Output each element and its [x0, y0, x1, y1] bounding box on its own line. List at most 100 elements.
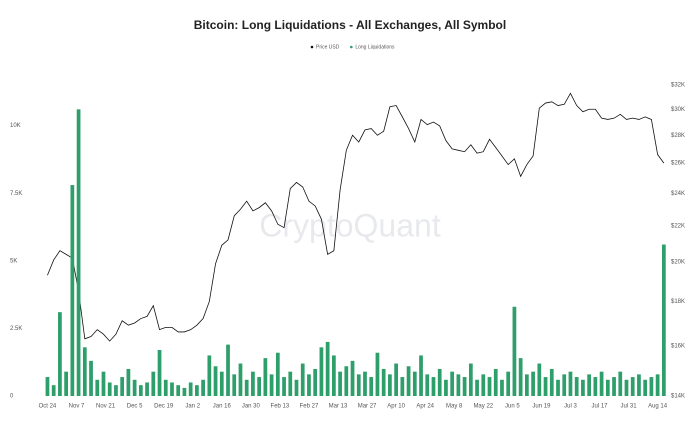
bar — [363, 371, 367, 396]
bar — [82, 347, 87, 396]
bar — [263, 358, 268, 396]
bar — [419, 355, 423, 396]
bar — [126, 368, 131, 396]
bar — [338, 371, 342, 396]
x-tick-label: Dec 19 — [154, 404, 174, 410]
x-tick-label: Mar 27 — [358, 404, 377, 410]
bar — [188, 382, 193, 396]
bar — [288, 371, 293, 396]
bar — [251, 371, 255, 396]
bar — [51, 385, 56, 396]
legend-swatch — [310, 45, 314, 49]
x-tick-label: Apr 24 — [416, 404, 434, 410]
bar — [356, 374, 361, 396]
bar — [581, 379, 585, 396]
x-tick-label: Oct 24 — [39, 404, 57, 410]
bar — [487, 377, 492, 396]
x-tick-label: Jan 30 — [242, 404, 261, 410]
chart-title: Bitcoin: Long Liquidations - All Exchang… — [194, 18, 506, 32]
bar — [525, 374, 529, 396]
bar — [637, 374, 641, 396]
bar — [138, 385, 143, 396]
y2-tick-label: $30K — [671, 107, 685, 113]
y-tick-label: 7.5K — [10, 191, 22, 197]
bar — [412, 371, 417, 396]
bar — [232, 374, 237, 396]
bar — [493, 368, 498, 396]
bar — [95, 379, 100, 396]
bar — [132, 379, 137, 396]
x-tick-label: Jul 3 — [564, 404, 577, 410]
bar — [562, 374, 567, 396]
bar — [574, 377, 579, 396]
bar — [294, 379, 299, 396]
bar — [593, 377, 598, 396]
bar — [344, 366, 349, 396]
bar — [618, 371, 623, 396]
bar — [213, 366, 218, 396]
bar — [381, 368, 386, 396]
bar — [394, 363, 398, 396]
bar — [244, 379, 249, 396]
bar — [64, 371, 68, 396]
bar — [437, 368, 442, 396]
bar — [506, 371, 511, 396]
y2-tick-label: $20K — [671, 259, 685, 265]
y2-tick-label: $14K — [671, 394, 685, 400]
bar — [450, 371, 455, 396]
bar — [462, 377, 467, 396]
bar — [406, 366, 411, 396]
y2-tick-label: $28K — [671, 133, 685, 139]
bar — [157, 350, 162, 396]
bar — [543, 377, 548, 396]
x-tick-label: Nov 7 — [69, 404, 85, 410]
bar — [163, 379, 168, 396]
bar — [512, 306, 517, 396]
x-tick-label: Feb 13 — [271, 404, 290, 410]
x-tick-label: Jan 16 — [213, 404, 232, 410]
bar — [444, 379, 448, 396]
bar — [375, 352, 380, 396]
x-tick-label: Jan 2 — [185, 404, 200, 410]
x-tick-label: Aug 14 — [648, 404, 668, 410]
bar — [307, 374, 311, 396]
bar — [350, 360, 355, 396]
bar — [313, 368, 318, 396]
bar — [643, 379, 648, 396]
bar — [176, 385, 181, 396]
bar — [630, 377, 635, 396]
bar — [425, 374, 430, 396]
bar — [369, 377, 374, 396]
y-tick-label: 0 — [10, 394, 14, 400]
y2-tick-label: $18K — [671, 299, 685, 305]
bar — [456, 374, 461, 396]
y2-tick-label: $16K — [671, 343, 685, 349]
x-tick-label: May 8 — [446, 404, 463, 410]
bar — [219, 371, 224, 396]
x-tick-label: Jun 19 — [532, 404, 551, 410]
bar — [170, 382, 174, 396]
bar — [475, 379, 479, 396]
price-line — [47, 92, 665, 342]
bar — [649, 377, 654, 396]
legend-label: Long Liquidations — [355, 44, 395, 50]
bar — [145, 382, 149, 396]
bar — [500, 379, 504, 396]
x-tick-label: May 22 — [473, 404, 493, 410]
x-tick-label: Feb 27 — [300, 404, 319, 410]
y-tick-label: 5K — [10, 258, 17, 264]
bar — [300, 363, 305, 396]
x-tick-label: Jul 17 — [592, 404, 609, 410]
bar — [114, 385, 118, 396]
bar — [101, 371, 106, 396]
bar — [269, 374, 274, 396]
bar — [151, 371, 156, 396]
x-tick-label: Mar 13 — [329, 404, 348, 410]
bar — [45, 377, 50, 396]
bar — [568, 371, 573, 396]
bar — [481, 374, 486, 396]
legend-label: Price USD — [316, 44, 340, 50]
bar — [388, 374, 392, 396]
bar — [282, 377, 286, 396]
